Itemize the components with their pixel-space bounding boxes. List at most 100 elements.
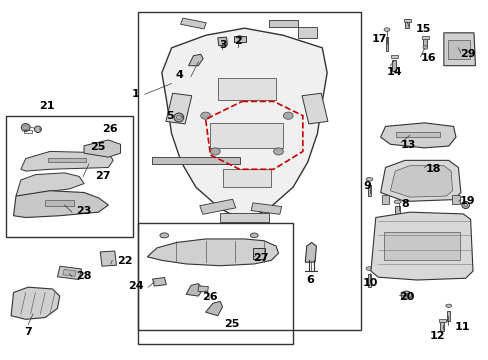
Text: 19: 19 [458, 196, 474, 206]
Polygon shape [147, 239, 278, 266]
Text: 20: 20 [398, 292, 414, 302]
Ellipse shape [250, 233, 258, 238]
Ellipse shape [210, 148, 220, 155]
Ellipse shape [21, 123, 30, 131]
Text: 13: 13 [400, 140, 416, 150]
Bar [423, 37, 427, 47]
Bar [220, 213, 268, 222]
Bar [268, 20, 297, 27]
Text: 6: 6 [305, 275, 313, 285]
Polygon shape [389, 166, 452, 197]
Text: 27: 27 [95, 171, 110, 181]
Bar [367, 274, 371, 287]
Bar [57, 266, 81, 280]
Bar [252, 248, 264, 258]
Bar [421, 36, 428, 39]
Bar [217, 78, 276, 100]
Text: 27: 27 [253, 253, 268, 263]
Polygon shape [370, 212, 472, 280]
Bar [217, 37, 227, 46]
Text: 17: 17 [371, 33, 386, 44]
Bar [385, 37, 387, 51]
Bar [403, 19, 410, 22]
Bar [395, 132, 439, 137]
Ellipse shape [393, 200, 400, 203]
Bar [440, 322, 444, 331]
Ellipse shape [283, 112, 292, 119]
Text: 9: 9 [363, 181, 371, 192]
Bar [210, 123, 283, 148]
Ellipse shape [383, 28, 389, 31]
Ellipse shape [400, 291, 411, 299]
Text: 15: 15 [415, 24, 430, 34]
Text: 18: 18 [425, 163, 441, 174]
Text: 21: 21 [39, 102, 54, 111]
Bar [165, 93, 191, 124]
Text: 11: 11 [454, 322, 469, 332]
Ellipse shape [461, 202, 468, 208]
Ellipse shape [174, 113, 183, 122]
Bar [152, 278, 166, 286]
Text: 28: 28 [76, 271, 91, 281]
Bar [367, 185, 371, 197]
Text: 8: 8 [400, 199, 408, 209]
Bar [199, 199, 235, 214]
Text: 24: 24 [128, 282, 143, 292]
Bar [391, 60, 395, 71]
Ellipse shape [403, 293, 408, 297]
Text: 26: 26 [102, 124, 118, 134]
Polygon shape [84, 140, 120, 157]
Bar [250, 203, 281, 214]
Bar [45, 200, 74, 206]
Text: 26: 26 [202, 292, 217, 302]
Bar [302, 93, 327, 124]
Bar [100, 251, 116, 266]
Bar [180, 18, 206, 29]
Text: 4: 4 [176, 69, 183, 80]
Text: 14: 14 [386, 67, 402, 77]
Text: 10: 10 [362, 278, 377, 288]
Bar [233, 36, 245, 41]
Text: 16: 16 [420, 53, 436, 63]
Bar [405, 19, 408, 28]
Polygon shape [380, 160, 460, 202]
Text: 12: 12 [429, 331, 445, 341]
Polygon shape [186, 284, 203, 296]
Bar [447, 40, 469, 59]
Polygon shape [21, 152, 113, 171]
Ellipse shape [201, 112, 210, 119]
Bar [381, 195, 388, 204]
Bar [390, 55, 397, 58]
Text: 2: 2 [234, 36, 242, 46]
Bar [394, 206, 399, 215]
Ellipse shape [366, 267, 372, 270]
Polygon shape [305, 243, 316, 262]
Bar [47, 158, 86, 162]
Bar [152, 157, 239, 163]
Text: 29: 29 [459, 49, 474, 59]
Polygon shape [188, 54, 203, 66]
Text: 7: 7 [24, 327, 32, 337]
Bar [438, 319, 446, 322]
Bar [6, 116, 132, 237]
Polygon shape [162, 28, 326, 221]
Text: 22: 22 [117, 256, 132, 266]
Bar [447, 311, 449, 321]
Bar [198, 286, 208, 292]
Ellipse shape [34, 126, 41, 132]
Text: 5: 5 [166, 111, 174, 121]
Ellipse shape [160, 233, 168, 238]
Text: 25: 25 [90, 142, 105, 152]
Ellipse shape [445, 304, 451, 307]
Bar [222, 169, 271, 187]
Polygon shape [443, 33, 474, 66]
Bar [24, 130, 32, 133]
Ellipse shape [273, 148, 283, 155]
Polygon shape [205, 301, 222, 316]
Polygon shape [380, 123, 455, 148]
Polygon shape [16, 173, 84, 196]
Bar [297, 27, 317, 38]
Polygon shape [11, 287, 60, 319]
Text: 3: 3 [219, 40, 226, 50]
Text: 1: 1 [131, 89, 139, 99]
